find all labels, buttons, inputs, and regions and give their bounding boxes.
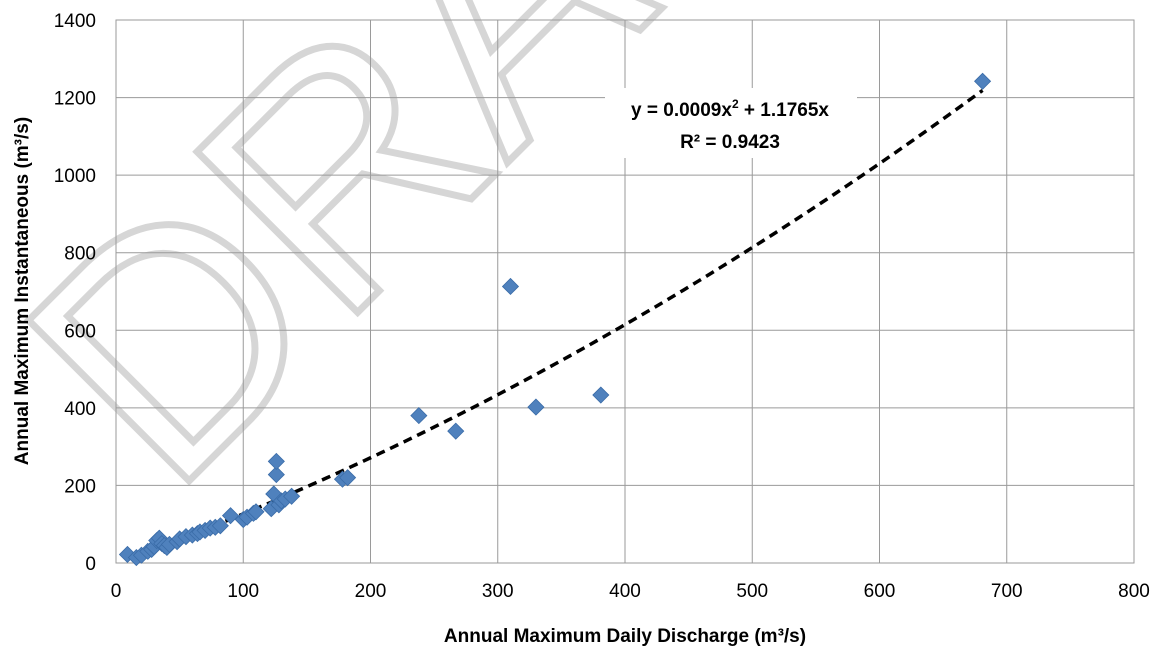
y-tick-label: 0: [85, 554, 96, 575]
r-squared-label: R² = 0.9423: [680, 132, 780, 153]
y-tick-label: 400: [64, 399, 96, 420]
data-point: [592, 386, 610, 404]
x-tick-label: 500: [736, 581, 768, 602]
data-point: [283, 487, 301, 505]
x-tick-label: 600: [864, 581, 896, 602]
y-tick-label: 800: [64, 244, 96, 265]
y-axis-title: Annual Maximum Instantaneous (m³/s): [12, 117, 33, 465]
data-point: [267, 466, 285, 484]
plot-area-border: [115, 19, 1135, 564]
data-point: [974, 72, 992, 90]
data-point: [339, 469, 357, 487]
data-point: [410, 407, 428, 425]
y-tick-label: 200: [64, 476, 96, 497]
y-tick-label: 1200: [54, 89, 96, 110]
data-point: [447, 422, 465, 440]
data-point: [501, 277, 520, 296]
x-tick-label: 700: [991, 581, 1023, 602]
x-tick-label: 0: [111, 581, 122, 602]
data-point: [267, 452, 285, 470]
y-tick-label: 1400: [54, 11, 96, 32]
x-tick-label: 200: [355, 581, 387, 602]
data-point: [211, 517, 229, 535]
tick-labels: 0 100 200 300 400 500 600 700 800 0 200 400 600 800 10…: [54, 11, 1150, 602]
y-tick-label: 600: [64, 321, 96, 342]
x-tick-label: 300: [482, 581, 514, 602]
x-axis-title: Annual Maximum Daily Discharge (m³/s): [444, 626, 806, 647]
data-point: [221, 507, 240, 525]
x-tick-label: 100: [227, 581, 259, 602]
trendline-equation: y = 0.0009x2 + 1.1765x: [631, 97, 829, 121]
equation-label-background: [605, 88, 857, 158]
data-point: [527, 398, 545, 416]
data-points: [118, 72, 992, 567]
data-point: [247, 503, 265, 521]
y-tick-label: 1000: [54, 166, 96, 187]
x-tick-label: 800: [1118, 581, 1150, 602]
x-tick-label: 400: [609, 581, 641, 602]
